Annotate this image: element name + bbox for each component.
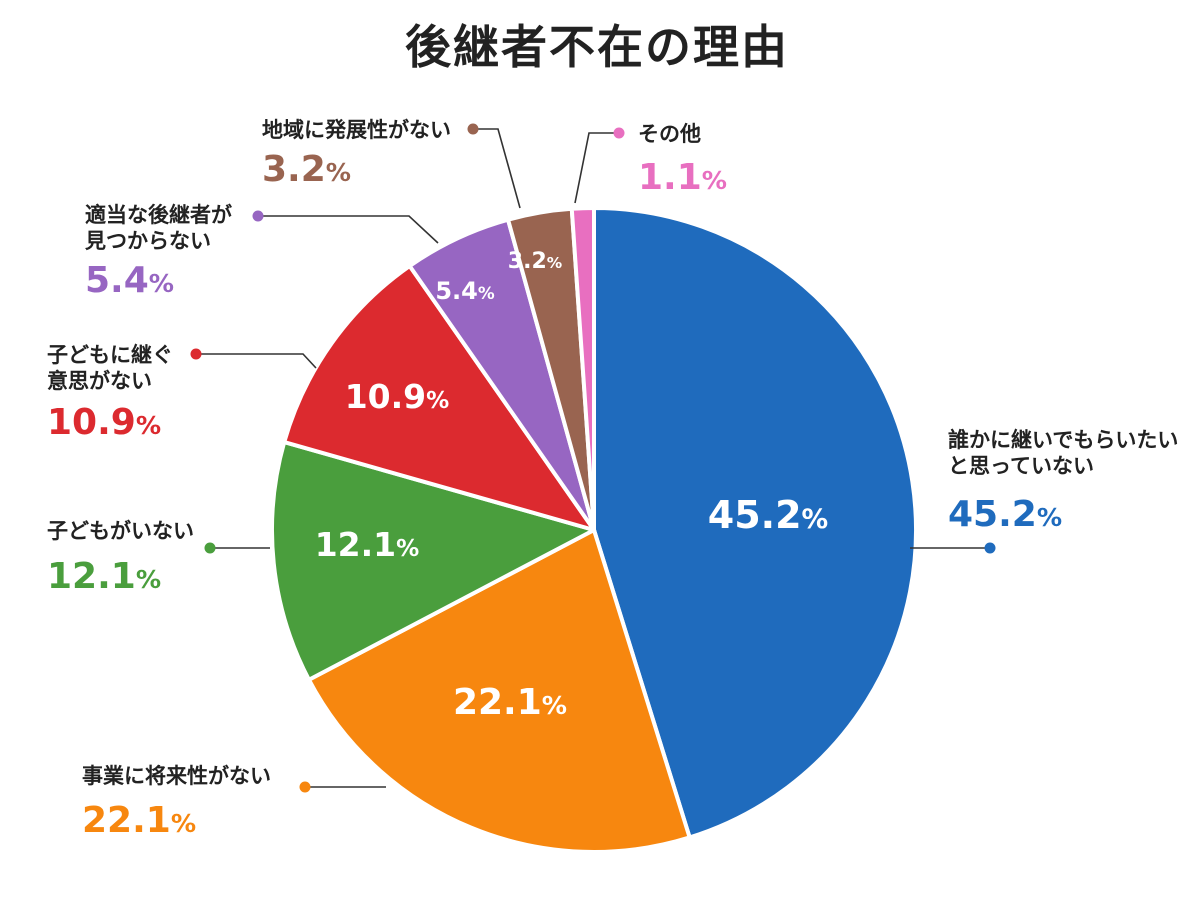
- category-label: 事業に将来性がない: [82, 764, 271, 788]
- category-value: 22.1%: [82, 800, 196, 841]
- category-label: 地域に発展性がない: [262, 118, 451, 142]
- slice-value-label: 3.2%: [508, 249, 562, 274]
- callout-dot: [613, 127, 625, 139]
- pie-slice: [270, 440, 596, 682]
- category-value: 10.9%: [47, 402, 161, 443]
- callout-dot: [299, 781, 311, 793]
- category-value: 3.2%: [262, 149, 351, 190]
- category-label: 子どもに継ぐ: [47, 343, 173, 367]
- pie-slice: [282, 263, 596, 532]
- chart-title: 後継者不在の理由: [405, 20, 789, 74]
- leader-line: [258, 215, 439, 244]
- leader-line: [196, 353, 317, 369]
- pie-slice: [592, 206, 918, 840]
- category-label: 誰かに継いでもらいたい: [948, 428, 1178, 452]
- leader-line: [473, 128, 521, 209]
- category-label: と思っていない: [948, 454, 1094, 478]
- category-value: 5.4%: [85, 260, 174, 301]
- category-label: その他: [638, 122, 701, 146]
- callout-dot: [190, 348, 202, 360]
- leader-line: [574, 132, 619, 204]
- pie-slices: [270, 206, 918, 854]
- category-label: 子どもがいない: [47, 519, 194, 543]
- callout-dot: [252, 210, 264, 222]
- pie-slice: [306, 528, 692, 854]
- category-value: 1.1%: [638, 157, 727, 198]
- callout-dot: [984, 542, 996, 554]
- pie-slice: [569, 206, 596, 532]
- category-value: 12.1%: [47, 556, 161, 597]
- category-label: 意思がない: [47, 369, 152, 393]
- callout-dot: [467, 123, 479, 135]
- category-label: 適当な後継者が: [85, 203, 232, 227]
- callout-dot: [204, 542, 216, 554]
- category-label: 見つからない: [85, 229, 211, 253]
- category-value: 45.2%: [948, 494, 1062, 535]
